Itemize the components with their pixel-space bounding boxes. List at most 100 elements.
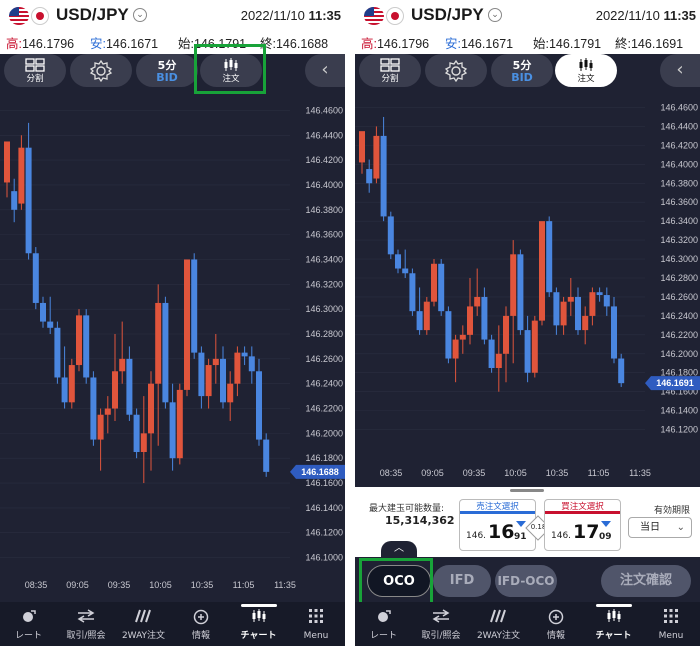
candle-body <box>567 296 574 302</box>
candle-body <box>256 371 262 440</box>
nav-item-trade[interactable]: 取引/照会 <box>413 602 470 646</box>
split-button[interactable]: 分割 <box>4 54 66 87</box>
nav-item-info[interactable]: 情報 <box>528 602 585 646</box>
y-tick-label: 146.1400 <box>660 406 698 416</box>
sell-header: 売注文選択 <box>460 500 535 514</box>
bottom-nav: レート 取引/照会 2WAY注文 情報 チャート Menu <box>355 602 700 646</box>
price-tag-shape <box>290 464 345 479</box>
split-label: 分割 <box>26 74 44 84</box>
price-type-label: BID <box>511 71 533 84</box>
close-label: 終: <box>615 37 631 51</box>
order-button[interactable]: 注文 <box>555 54 617 87</box>
down-arrow-icon <box>516 521 526 527</box>
candle-body <box>438 263 445 312</box>
candlestick-chart[interactable]: 146.4600 146.4400 146.4200 146.4000 146.3800… <box>355 90 700 486</box>
candle-body <box>495 353 502 368</box>
candle-body <box>90 377 97 440</box>
ifd-button[interactable]: IFD <box>433 565 491 597</box>
low-label: 安: <box>90 37 106 51</box>
x-axis-band <box>355 462 700 482</box>
nav-item-info[interactable]: 情報 <box>173 602 230 646</box>
y-tick-label: 146.4400 <box>660 121 698 131</box>
candle-body <box>423 301 430 331</box>
info-icon <box>193 609 209 628</box>
nav-item-chart[interactable]: チャート <box>230 602 287 646</box>
close-value: 146.1688 <box>275 37 329 51</box>
oco-button[interactable]: OCO <box>367 565 431 597</box>
x-tick-label: 09:05 <box>421 468 444 478</box>
low-value: 146.1671 <box>105 37 159 51</box>
drag-handle[interactable] <box>510 489 544 492</box>
split-button[interactable]: 分割 <box>359 54 421 87</box>
x-tick-label: 08:35 <box>25 580 48 590</box>
candle-body <box>582 315 589 331</box>
highlight-order-button <box>194 44 266 94</box>
nav-item-chart[interactable]: チャート <box>585 602 642 646</box>
chevron-down-icon[interactable]: ⌄ <box>133 8 147 22</box>
price-tag-label: 146.1688 <box>301 467 339 477</box>
candle-body <box>140 433 147 452</box>
spread-value: 0.18 <box>530 523 547 531</box>
candle-body <box>409 273 416 312</box>
expand-tab[interactable]: ︿ <box>381 541 417 557</box>
candlestick-icon <box>579 58 593 71</box>
candle-body <box>402 268 409 274</box>
highlight-oco-button <box>359 558 433 606</box>
candle-body <box>220 358 226 403</box>
timeframe-button[interactable]: 5分 BID <box>491 54 553 87</box>
trade-icon <box>76 609 96 626</box>
price-type-label: BID <box>156 71 178 84</box>
nav-item-trade[interactable]: 取引/照会 <box>58 602 115 646</box>
max-qty-value: 15,314,362 <box>385 514 455 527</box>
y-tick-label: 146.2400 <box>660 311 698 321</box>
x-tick-label: 10:05 <box>504 468 527 478</box>
candle-body <box>4 141 10 183</box>
split-icon <box>380 58 400 72</box>
collapse-button[interactable]: ‹ <box>305 54 345 87</box>
nav-item-2way[interactable]: 2WAY注文 <box>470 602 527 646</box>
candle-body <box>176 389 183 459</box>
candle-body <box>205 365 212 397</box>
x-tick-label: 11:35 <box>274 580 296 590</box>
nav-item-menu-grid[interactable]: Menu <box>288 602 345 646</box>
x-tick-label: 09:05 <box>66 580 89 590</box>
candle-body <box>467 306 473 335</box>
settings-button[interactable] <box>425 54 487 87</box>
y-tick-label: 146.3400 <box>305 254 343 264</box>
y-tick-label: 146.2000 <box>305 428 343 438</box>
candlestick-chart[interactable]: 146.4600 146.4400 146.4200 146.4000 146.3800… <box>0 90 345 602</box>
time-text: 11:35 <box>663 8 696 23</box>
order-confirm-button[interactable]: 注文確認 <box>601 565 691 597</box>
y-tick-label: 146.4000 <box>660 159 698 169</box>
x-tick-label: 11:35 <box>629 468 651 478</box>
candle-body <box>18 147 25 204</box>
nav-item-rate[interactable]: レート <box>355 602 412 646</box>
candle-body <box>380 135 387 217</box>
order-button[interactable]: 注文 <box>200 54 262 87</box>
settings-button[interactable] <box>70 54 132 87</box>
x-axis-band <box>0 574 345 594</box>
candle-body <box>373 135 380 179</box>
buy-order-select[interactable]: 買注文選択 146. 17 09 <box>544 499 621 551</box>
menu-grid-icon <box>664 609 678 626</box>
menu-grid-icon <box>309 609 323 626</box>
currency-pair[interactable]: USD/JPY <box>56 5 129 24</box>
nav-item-menu-grid[interactable]: Menu <box>643 602 700 646</box>
sell-order-select[interactable]: 売注文選択 146. 16 91 <box>459 499 536 551</box>
nav-item-2way[interactable]: 2WAY注文 <box>115 602 172 646</box>
currency-pair[interactable]: USD/JPY <box>411 5 484 24</box>
high-label: 高: <box>361 37 377 51</box>
timeframe-button[interactable]: 5分 BID <box>136 54 198 87</box>
high-value: 146.1796 <box>21 37 75 51</box>
current-price-tag: 146.1688 <box>290 464 345 479</box>
collapse-button[interactable]: ‹ <box>660 54 700 87</box>
chevron-down-icon[interactable]: ⌄ <box>488 8 502 22</box>
chart-icon <box>251 609 267 626</box>
y-tick-label: 146.4400 <box>305 130 343 140</box>
2way-icon <box>134 609 154 626</box>
nav-label: 情報 <box>191 631 210 641</box>
ifd-oco-button[interactable]: IFD-OCO <box>495 565 557 597</box>
high-value: 146.1796 <box>376 37 430 51</box>
expiry-select[interactable]: 当日 ⌄ <box>628 517 692 538</box>
nav-item-rate[interactable]: レート <box>0 602 57 646</box>
